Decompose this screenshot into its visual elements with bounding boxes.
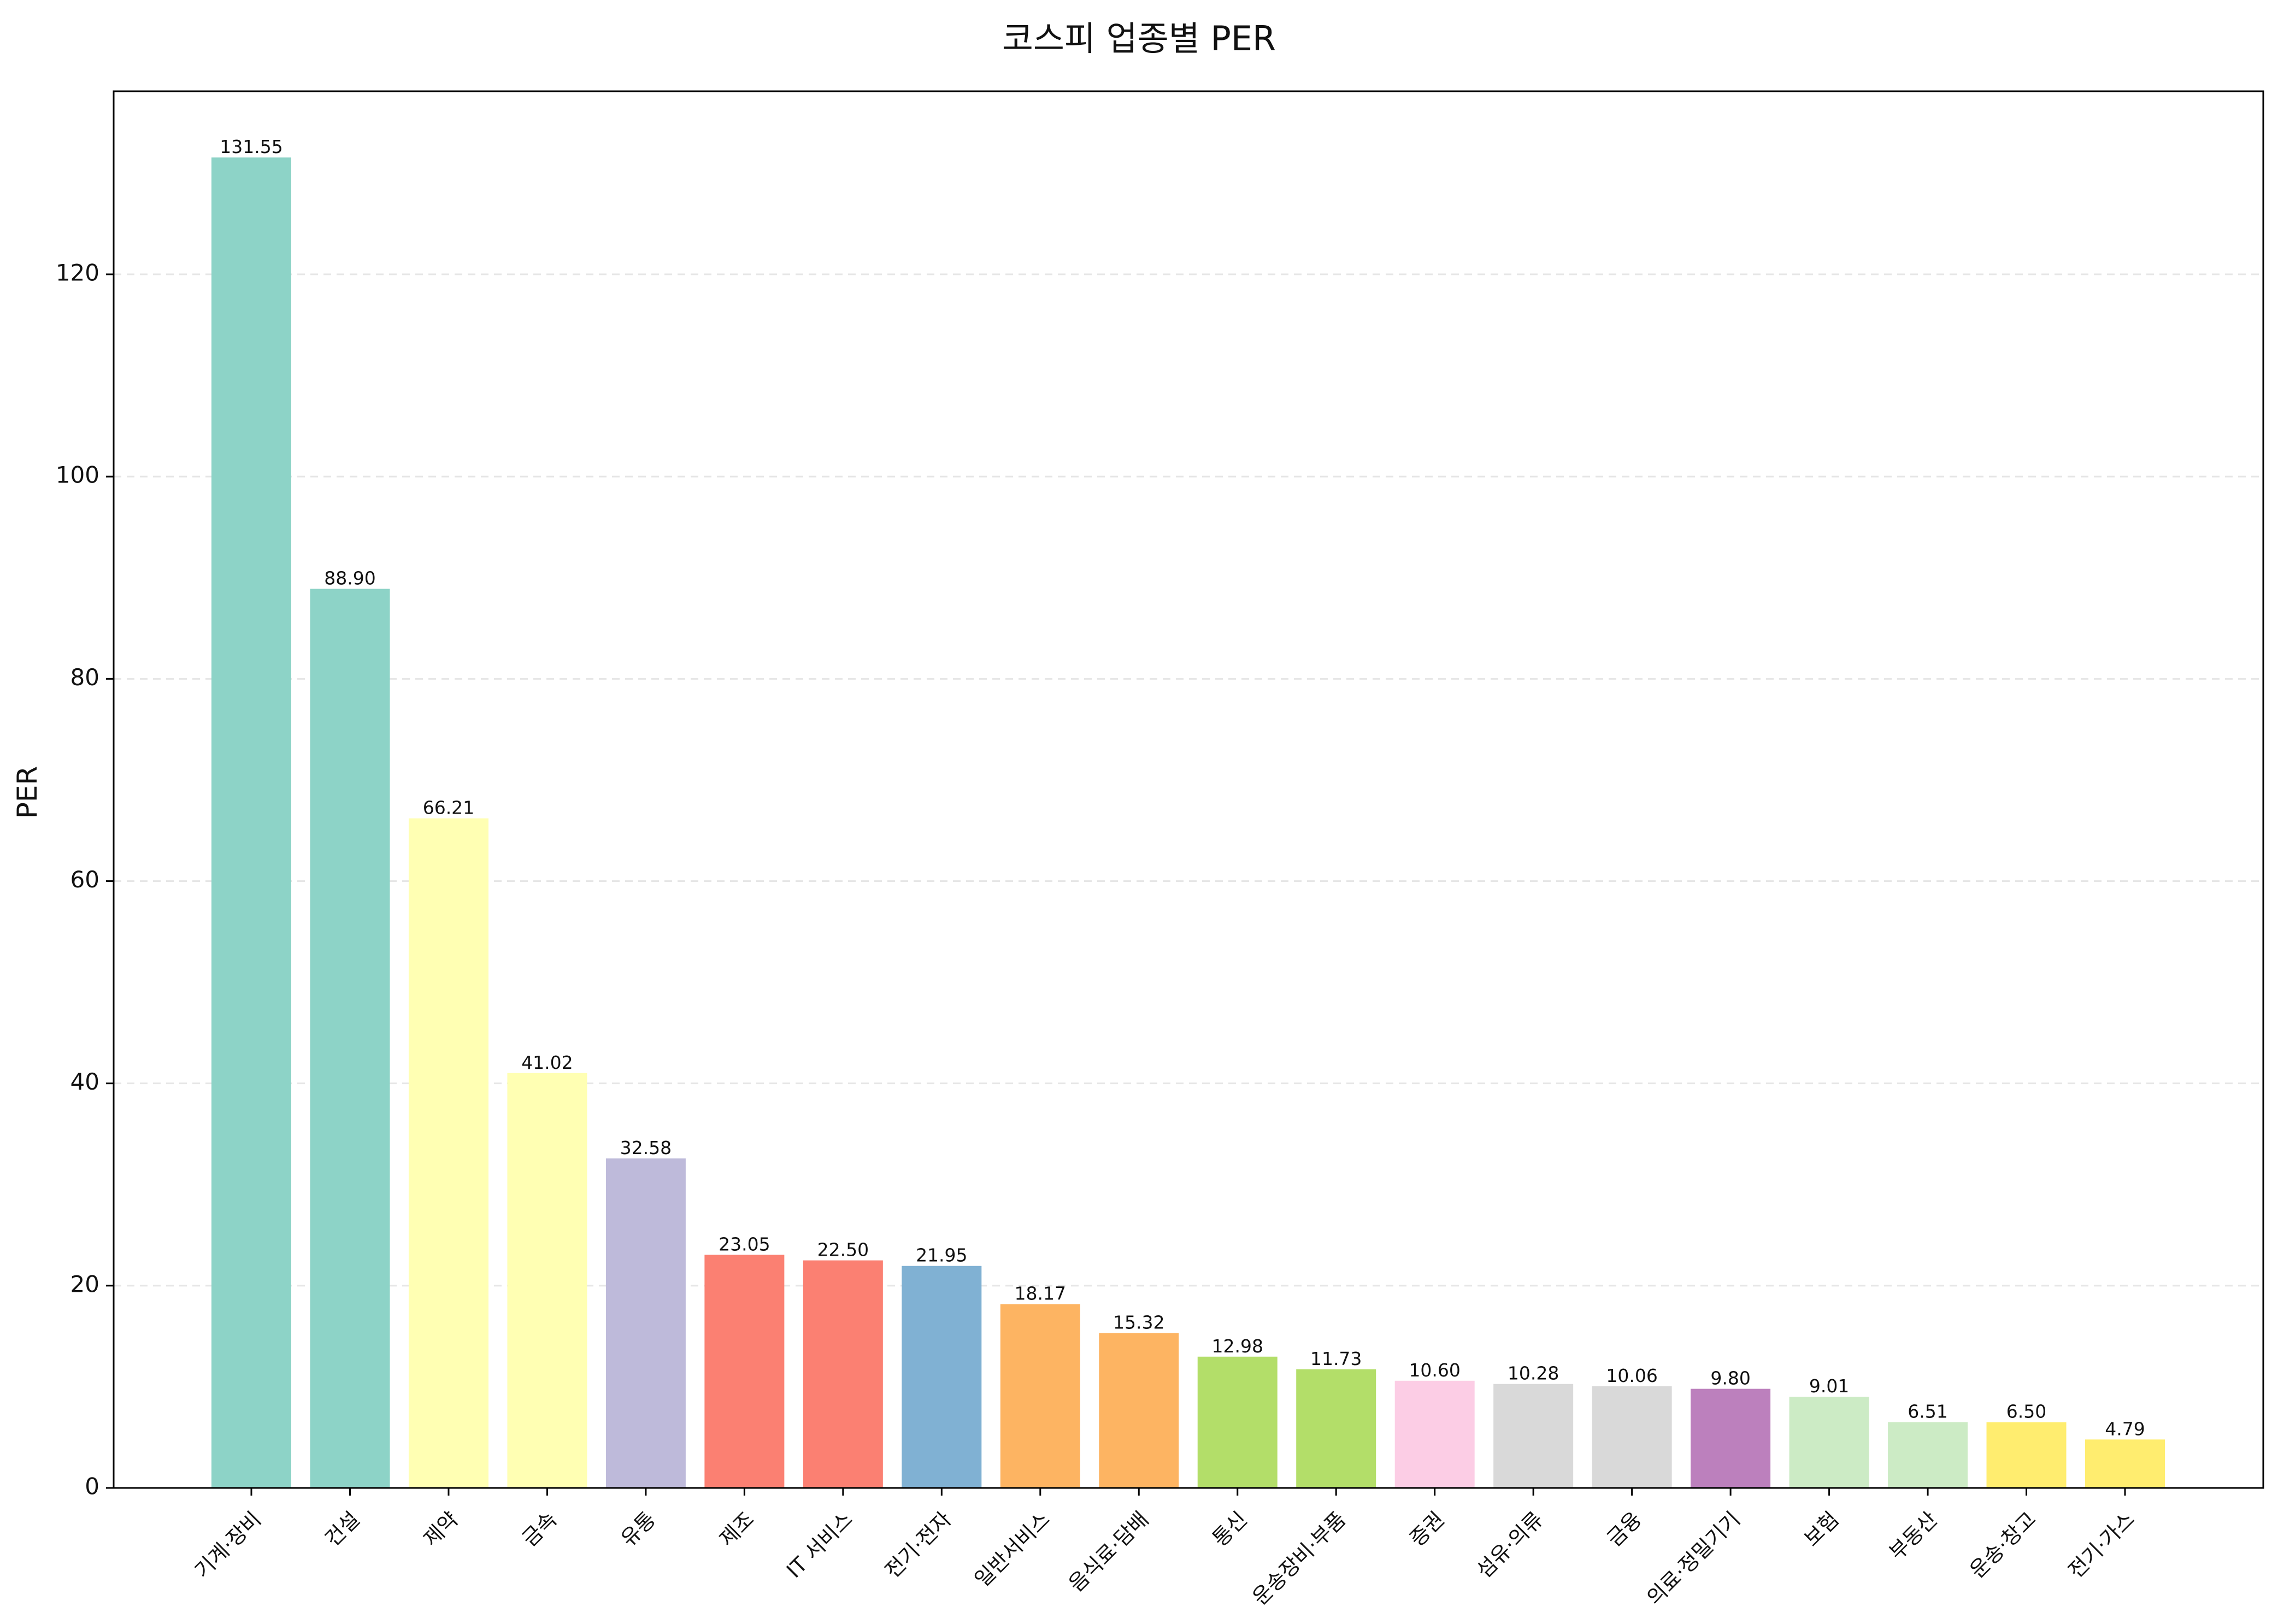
bar — [408, 818, 488, 1488]
x-tick-label: 음식료·담배 — [1064, 1507, 1153, 1596]
x-tick-label: 전기·전자 — [880, 1507, 956, 1583]
bar-value-label: 4.79 — [2105, 1418, 2145, 1439]
bar — [1296, 1369, 1376, 1488]
bars — [211, 157, 2165, 1488]
bar-value-label: 9.80 — [1710, 1368, 1750, 1389]
x-tick-label: 부동산 — [1885, 1507, 1942, 1564]
bar-value-label: 10.06 — [1606, 1365, 1657, 1386]
x-tick-label: 증권 — [1405, 1507, 1449, 1551]
chart-title: 코스피 업종별 PER — [1002, 19, 1276, 58]
bar — [605, 1158, 686, 1488]
y-ticks: 0 20 40 60 80 100 120 — [56, 260, 114, 1500]
x-tick-label: IT 서비스 — [782, 1507, 857, 1582]
x-tick-label: 제조 — [715, 1507, 759, 1551]
bar-value-label: 23.05 — [719, 1233, 770, 1255]
bar-value-label: 131.55 — [220, 136, 282, 157]
bar — [1888, 1422, 1968, 1488]
y-tick-label: 120 — [56, 260, 99, 286]
x-tick-label: 운송장비·부품 — [1247, 1507, 1350, 1610]
bar — [1197, 1356, 1278, 1488]
value-labels: 131.55 88.90 66.21 41.02 32.58 23.05 22.50 21.9… — [220, 136, 2145, 1439]
x-tick-label: 운송·창고 — [1965, 1507, 2041, 1583]
x-tick-label: 기계·장비 — [190, 1507, 266, 1583]
bar — [1000, 1304, 1080, 1488]
x-tick-label: 건설 — [320, 1507, 364, 1551]
y-tick-label: 40 — [70, 1068, 99, 1095]
x-tick-label: 제약 — [419, 1507, 463, 1551]
bar-value-label: 66.21 — [423, 797, 474, 819]
y-tick-label: 0 — [85, 1473, 99, 1500]
bar — [310, 589, 390, 1488]
bar-value-label: 18.17 — [1015, 1283, 1066, 1304]
bar-value-label: 11.73 — [1310, 1348, 1362, 1369]
x-tick-label: 보험 — [1799, 1507, 1844, 1551]
plot-frame — [113, 90, 2264, 1489]
bar-value-label: 32.58 — [620, 1137, 672, 1158]
bar — [211, 157, 291, 1488]
y-tick-label: 20 — [70, 1270, 99, 1297]
bar-value-label: 6.50 — [2006, 1401, 2046, 1422]
y-tick-label: 80 — [70, 664, 99, 691]
bar-value-label: 21.95 — [916, 1245, 967, 1266]
bar-value-label: 41.02 — [521, 1052, 573, 1073]
bar-value-label: 12.98 — [1211, 1335, 1263, 1357]
bar — [1099, 1333, 1179, 1488]
bar — [1592, 1386, 1672, 1488]
x-tick-label: 유통 — [616, 1507, 661, 1551]
bar — [1691, 1388, 1771, 1488]
x-ticks: 기계·장비 건설 제약 금속 유통 제조 IT 서비스 전기·전자 일반서비스 음식료·담배 통신운… — [190, 1488, 2140, 1610]
x-tick-label: 의료·정밀기기 — [1642, 1507, 1745, 1610]
x-tick-label: 일반서비스 — [970, 1507, 1055, 1592]
bar — [2085, 1439, 2165, 1488]
x-tick-label: 섬유·의류 — [1472, 1507, 1548, 1583]
bar — [1789, 1397, 1869, 1488]
bar — [902, 1266, 982, 1488]
bar-value-label: 88.90 — [324, 568, 375, 589]
bar-value-label: 15.32 — [1113, 1311, 1164, 1333]
bar — [1394, 1380, 1475, 1488]
bar — [704, 1255, 785, 1488]
bar-value-label: 10.60 — [1409, 1360, 1460, 1381]
bar — [1986, 1422, 2067, 1488]
bar — [507, 1073, 587, 1488]
x-tick-label: 금속 — [517, 1507, 562, 1551]
x-tick-label: 금융 — [1602, 1507, 1646, 1551]
x-tick-label: 전기·가스 — [2064, 1507, 2140, 1583]
bar — [1493, 1384, 1574, 1488]
bar — [803, 1260, 883, 1488]
x-tick-label: 통신 — [1208, 1507, 1252, 1551]
y-tick-label: 100 — [56, 462, 99, 489]
bar-value-label: 9.01 — [1809, 1375, 1849, 1397]
bar-value-label: 6.51 — [1908, 1401, 1947, 1422]
y-tick-label: 60 — [70, 866, 99, 893]
bar-value-label: 22.50 — [817, 1239, 869, 1261]
bar-value-label: 10.28 — [1508, 1363, 1559, 1384]
